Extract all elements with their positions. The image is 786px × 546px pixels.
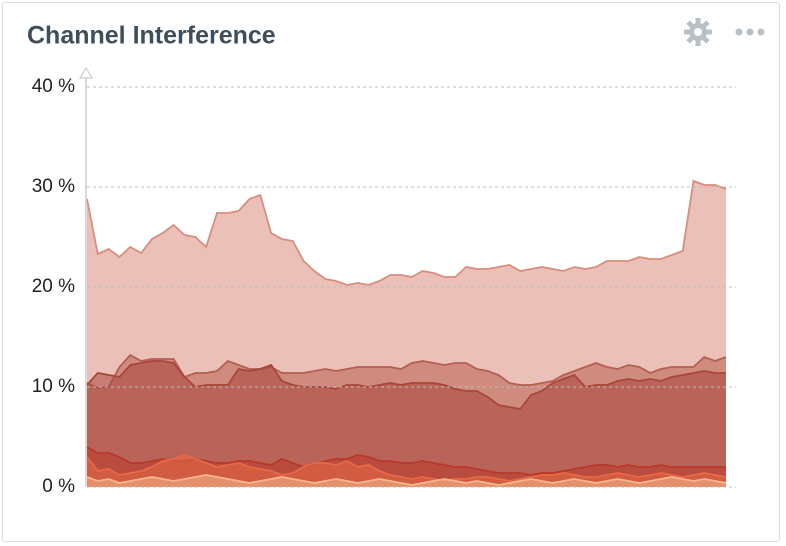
area-line bbox=[86, 179, 727, 286]
chart-title: Channel Interference bbox=[27, 22, 276, 50]
area-line bbox=[86, 454, 727, 482]
y-tick-label: 30 % bbox=[32, 176, 75, 197]
settings-icon[interactable] bbox=[684, 18, 712, 46]
y-tick-label: 40 % bbox=[32, 76, 75, 97]
area-line bbox=[86, 353, 727, 389]
y-tick-label: 10 % bbox=[32, 376, 75, 397]
y-tick-label: 20 % bbox=[32, 276, 75, 297]
area-fill bbox=[87, 455, 726, 487]
widget-card bbox=[2, 2, 780, 542]
y-axis-arrow bbox=[78, 66, 94, 79]
area-fill bbox=[87, 475, 726, 487]
y-tick-label: 0 % bbox=[42, 476, 75, 497]
plot-area bbox=[86, 179, 727, 487]
area-fill bbox=[87, 361, 726, 487]
area-line bbox=[86, 360, 726, 410]
more-icon[interactable] bbox=[735, 28, 765, 36]
area-line bbox=[86, 474, 727, 486]
gear-hole bbox=[694, 28, 702, 36]
